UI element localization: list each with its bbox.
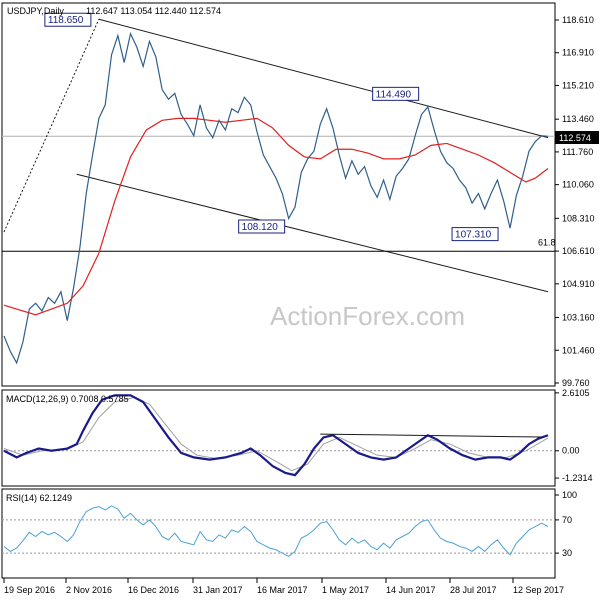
price-tick-label: 113.460 — [562, 114, 594, 124]
price-tick-label: 108.310 — [562, 213, 595, 223]
macd-label: MACD(12,26,9) 0.7008 0.5785 — [6, 394, 129, 404]
fib-label: 61.8 — [538, 237, 556, 247]
date-tick-label: 1 May 2017 — [322, 585, 369, 595]
rsi-line — [3, 505, 549, 558]
date-tick-label: 14 Jun 2017 — [386, 585, 436, 595]
symbol-label: USDJPY,Daily — [7, 6, 64, 16]
watermark: ActionForex.com — [270, 301, 465, 331]
dotted-trendline — [3, 19, 100, 233]
date-tick-label: 12 Sep 2017 — [513, 585, 564, 595]
price-tick-label: 106.610 — [562, 246, 595, 256]
date-axis: 19 Sep 2016 2 Nov 2016 16 Dec 2016 31 Jan 2… — [3, 578, 564, 595]
rsi-label: RSI(14) 62.1249 — [6, 493, 72, 503]
upper-trendline — [98, 18, 549, 139]
last-price-label: 112.574 — [559, 133, 591, 143]
macd-panel: MACD(12,26,9) 0.7008 0.5785 — [1, 389, 556, 487]
date-tick-label: 28 Jul 2017 — [450, 585, 497, 595]
price-tick-label: 110.060 — [562, 180, 594, 190]
macd-resistance-line — [320, 433, 542, 438]
annotation-box — [451, 227, 499, 242]
lower-trendline — [76, 173, 549, 293]
macd-line — [3, 394, 549, 477]
macd-axis: 2.6105 0.00 -1.2314 — [555, 388, 593, 483]
price-tick-label: 118.610 — [562, 15, 594, 25]
price-tick-label: 104.910 — [562, 279, 595, 289]
price-tick-label: 101.460 — [562, 345, 595, 355]
macd-tick-label: -1.2314 — [562, 473, 593, 483]
price-panel: ActionForex.com 118.650 114.490 108.120 107… — [1, 2, 556, 387]
annotation-box — [372, 86, 420, 101]
price-tick-label: 115.210 — [562, 80, 594, 90]
rsi-tick-label: 30 — [562, 548, 572, 558]
price-series-line — [3, 31, 549, 365]
rsi-panel: RSI(14) 62.1249 — [1, 488, 556, 579]
annotation-box — [238, 219, 286, 234]
macd-tick-label: 2.6105 — [562, 388, 590, 398]
price-tick-label: 111.760 — [562, 147, 593, 157]
last-price-marker: 112.574 — [555, 131, 599, 144]
price-axis: 118.610 116.910 115.210 113.460 111.760 110.0… — [555, 15, 595, 388]
annotation-box — [44, 12, 92, 27]
macd-signal-line — [3, 397, 549, 472]
date-tick-label: 19 Sep 2016 — [4, 585, 55, 595]
macd-tick-label: 0.00 — [562, 446, 580, 456]
ohlc-label: 112.647 113.054 112.440 112.574 — [86, 6, 221, 16]
rsi-tick-label: 100 — [562, 490, 577, 500]
price-tick-label: 103.160 — [562, 313, 595, 323]
annotation-label: 107.310 — [455, 230, 492, 241]
annotation-label: 114.490 — [376, 89, 412, 100]
annotation-label: 118.650 — [48, 15, 84, 26]
date-tick-label: 2 Nov 2016 — [66, 585, 112, 595]
date-tick-label: 31 Jan 2017 — [193, 585, 243, 595]
rsi-axis: 100 70 30 — [555, 490, 577, 558]
price-tick-label: 99.760 — [562, 378, 590, 388]
moving-average-line — [3, 117, 549, 316]
date-tick-label: 16 Dec 2016 — [128, 585, 179, 595]
rsi-tick-label: 70 — [562, 515, 572, 525]
price-tick-label: 116.910 — [562, 48, 594, 58]
date-tick-label: 16 Mar 2017 — [257, 585, 308, 595]
annotation-label: 108.120 — [242, 222, 279, 233]
